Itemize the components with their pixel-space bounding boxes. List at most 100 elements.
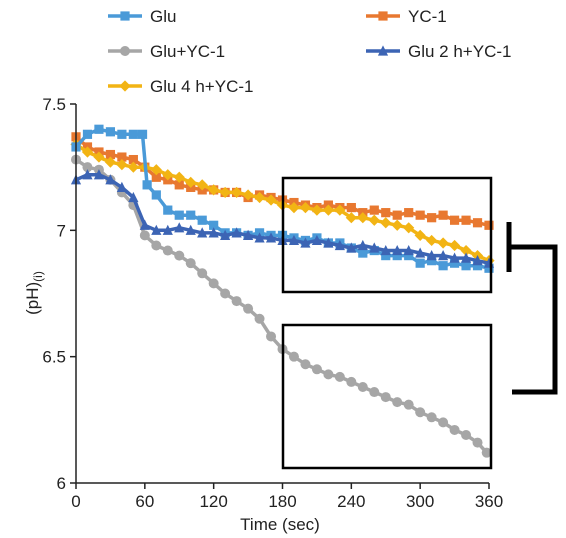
data-point: [438, 417, 449, 428]
data-point: [231, 186, 243, 199]
data-point: [437, 237, 449, 249]
data-point: [472, 218, 483, 228]
data-point: [484, 220, 494, 230]
x-tick-label: 0: [71, 492, 80, 511]
data-point: [380, 217, 392, 229]
data-point: [311, 204, 323, 216]
legend-swatch-marker: [120, 11, 130, 21]
x-tick-label: 360: [475, 492, 503, 511]
data-point: [334, 371, 345, 382]
data-point: [472, 437, 483, 448]
data-point: [357, 381, 368, 392]
data-point: [139, 219, 150, 230]
data-point: [243, 303, 254, 314]
series-layer: [70, 124, 495, 458]
data-point: [460, 244, 472, 257]
data-point: [174, 222, 185, 233]
data-point: [242, 229, 254, 240]
data-point: [151, 224, 162, 235]
data-point: [461, 429, 472, 440]
x-tick-label: 240: [337, 492, 365, 511]
data-point: [163, 205, 173, 215]
data-point: [185, 176, 197, 188]
data-point: [323, 237, 334, 248]
data-point: [404, 208, 414, 218]
data-point: [438, 210, 448, 220]
data-point: [438, 261, 448, 271]
y-axis-label-sub: (i): [31, 271, 45, 282]
data-point: [369, 387, 380, 398]
data-point: [81, 146, 94, 158]
data-point: [415, 407, 426, 418]
data-point: [426, 234, 438, 247]
data-point: [162, 245, 173, 256]
x-tick-label: 60: [135, 492, 154, 511]
data-point: [288, 351, 299, 362]
data-point: [128, 129, 138, 139]
data-point: [461, 261, 471, 271]
svg-text:(pH)(i): (pH)(i): [23, 271, 45, 315]
comparison-bracket: [506, 222, 558, 395]
data-point: [265, 194, 277, 206]
data-point: [105, 174, 116, 185]
data-point: [139, 230, 150, 241]
data-point: [105, 149, 116, 160]
data-point: [392, 244, 403, 256]
x-axis-label: Time (sec): [240, 515, 320, 534]
data-point: [391, 219, 403, 231]
data-point: [427, 213, 437, 223]
data-point: [392, 397, 403, 408]
data-point: [427, 256, 437, 266]
data-point: [368, 214, 380, 226]
y-tick-label: 7.5: [42, 95, 66, 114]
data-point: [208, 227, 219, 238]
data-point: [162, 169, 174, 181]
data-point: [220, 288, 231, 299]
legend-entry: Glu 2 h+YC-1: [366, 42, 511, 61]
data-point: [94, 124, 104, 134]
data-point: [380, 392, 391, 403]
data-point: [209, 220, 219, 230]
data-point: [300, 359, 311, 370]
data-point: [323, 369, 334, 380]
data-point: [403, 222, 415, 234]
data-point: [208, 184, 220, 196]
data-point: [460, 252, 472, 263]
data-point: [186, 210, 196, 220]
data-point: [299, 201, 312, 214]
series-4: [70, 169, 495, 268]
data-point: [174, 250, 185, 261]
data-point: [404, 251, 414, 261]
data-point: [345, 212, 357, 224]
data-point: [197, 268, 208, 279]
data-point: [472, 261, 483, 271]
data-point: [242, 189, 254, 201]
data-point: [449, 215, 460, 225]
legend-label: Glu 4 h+YC-1: [150, 77, 253, 96]
data-point: [449, 258, 460, 268]
data-point: [150, 164, 162, 176]
data-point: [311, 234, 323, 246]
data-point: [128, 191, 139, 203]
data-point: [174, 180, 184, 190]
data-point: [415, 258, 425, 268]
legend-label: Glu 2 h+YC-1: [408, 42, 511, 61]
legend-swatch-marker: [378, 11, 388, 21]
data-point: [322, 204, 334, 216]
data-point: [358, 248, 368, 258]
data-point: [254, 232, 265, 243]
axes: 0 60 120 180 240 300 360 6 6.5 7 7.5: [42, 95, 503, 511]
y-axis-label: (pH)(i): [23, 271, 45, 315]
data-point: [369, 242, 380, 253]
legend-swatch-marker: [119, 80, 131, 92]
data-point: [392, 251, 402, 261]
data-point: [117, 152, 127, 162]
data-point: [449, 252, 460, 263]
data-point: [220, 229, 231, 240]
data-point: [403, 399, 414, 410]
data-point: [185, 224, 196, 235]
data-point: [438, 250, 449, 261]
data-point: [346, 242, 357, 253]
data-point: [415, 247, 426, 258]
